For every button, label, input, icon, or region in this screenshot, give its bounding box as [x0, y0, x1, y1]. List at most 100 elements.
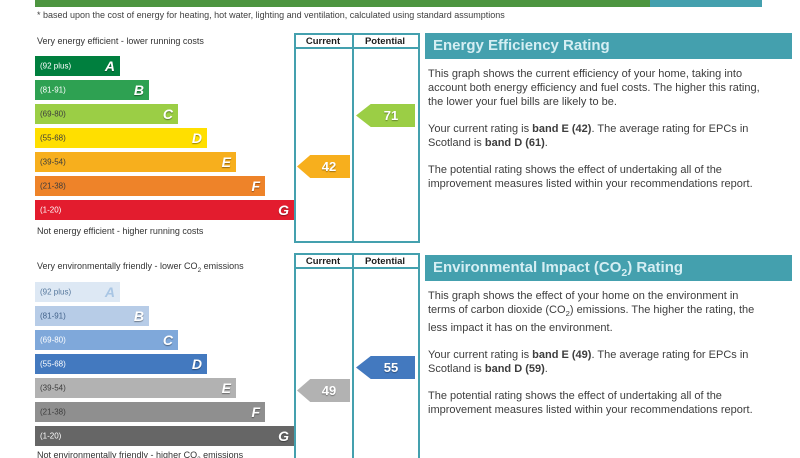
env-table-right-line	[418, 253, 420, 458]
env-band-a: (92 plus) A	[35, 282, 120, 302]
energy-p2-mid: . The average rating for EPCs in Scotlan…	[428, 123, 749, 149]
env-heading-text2: ) Rating	[627, 259, 684, 276]
energy-table-top-line	[294, 33, 420, 35]
energy-panel-heading: Energy Efficiency Rating	[425, 33, 792, 59]
env-band-g: (1-20) G	[35, 426, 294, 446]
env-band-b-range: (81-91)	[40, 311, 66, 321]
energy-bottom-note: Not energy efficient - higher running co…	[37, 226, 204, 236]
env-table-top-line	[294, 253, 420, 255]
energy-band-g-letter: G	[278, 202, 289, 218]
energy-band-b: (81-91) B	[35, 80, 149, 100]
env-bottom-note-sub: 2	[197, 456, 201, 458]
energy-efficiency-panel: Energy Efficiency Rating This graph show…	[425, 33, 792, 191]
env-panel-paragraph-3: The potential rating shows the effect of…	[428, 390, 753, 417]
energy-band-f-letter: F	[251, 178, 260, 194]
energy-table-left-line	[294, 33, 296, 243]
energy-band-g: (1-20) G	[35, 200, 294, 220]
env-band-b: (81-91) B	[35, 306, 149, 326]
energy-band-d-range: (55-68)	[40, 133, 66, 143]
env-band-e: (39-54) E	[35, 378, 236, 398]
energy-current-column-header: Current	[305, 36, 341, 47]
energy-current-band-value: band E (42)	[532, 123, 592, 135]
energy-header-underline	[294, 47, 420, 49]
disclaimer-text: * based upon the cost of energy for heat…	[37, 10, 505, 20]
energy-band-e-range: (39-54)	[40, 157, 66, 167]
env-p1-pre: This graph shows the effect of your home…	[428, 290, 739, 316]
env-band-b-letter: B	[133, 308, 144, 324]
energy-band-b-letter: B	[133, 82, 144, 98]
env-current-rating-arrow: 49	[297, 379, 350, 402]
env-table-left-line	[294, 253, 296, 458]
energy-table-mid-line	[352, 33, 354, 243]
env-top-note-sub: 2	[197, 266, 202, 274]
env-heading-sub: 2	[621, 267, 628, 279]
energy-top-note: Very energy efficient - lower running co…	[37, 36, 204, 46]
env-bottom-note: Not environmentally friendly - higher CO…	[37, 450, 243, 458]
energy-p2-pre: Your current rating is	[428, 123, 533, 135]
env-band-d-letter: D	[191, 356, 202, 372]
env-p2-mid: . The average rating for EPCs in Scotlan…	[428, 349, 749, 376]
energy-band-a-range: (92 plus)	[40, 61, 72, 71]
env-band-a-letter: A	[104, 284, 115, 300]
environmental-impact-panel: Environmental Impact (CO2) Rating This g…	[425, 255, 792, 417]
energy-panel-paragraph-1: This graph shows the current efficiency …	[428, 68, 760, 108]
energy-band-g-range: (1-20)	[40, 205, 62, 215]
env-top-note-text2: emissions	[201, 261, 244, 271]
env-bottom-note-text2: emissions	[200, 450, 244, 458]
env-current-column-header: Current	[305, 256, 341, 267]
energy-band-e: (39-54) E	[35, 152, 236, 172]
energy-band-f-range: (21-38)	[40, 181, 66, 191]
env-current-band-value: band E (49)	[532, 349, 592, 362]
env-potential-rating-arrow: 55	[356, 356, 415, 379]
energy-band-d: (55-68) D	[35, 128, 207, 148]
env-bottom-note-text: Not environmentally friendly - higher CO	[37, 450, 198, 458]
env-header-underline	[294, 267, 420, 269]
env-top-note: Very environmentally friendly - lower CO…	[37, 261, 244, 274]
env-band-f-range: (21-38)	[40, 407, 66, 417]
energy-band-d-letter: D	[191, 130, 202, 146]
env-band-f-letter: F	[251, 404, 260, 420]
energy-band-e-letter: E	[221, 154, 231, 170]
energy-panel-paragraph-3: The potential rating shows the effect of…	[428, 164, 753, 190]
env-band-d-range: (55-68)	[40, 359, 66, 369]
top-green-rule	[35, 0, 650, 7]
energy-table-bottom-line	[294, 241, 420, 243]
energy-band-c: (69-80) C	[35, 104, 178, 124]
energy-table-right-line	[418, 33, 420, 243]
env-band-c-range: (69-80)	[40, 335, 66, 345]
energy-current-rating-arrow: 42	[297, 155, 350, 178]
env-band-e-letter: E	[221, 380, 231, 396]
energy-band-c-range: (69-80)	[40, 109, 66, 119]
energy-potential-rating-arrow: 71	[356, 104, 415, 127]
energy-average-band-value: band D (61)	[484, 137, 545, 149]
env-p2-post: .	[544, 363, 548, 376]
env-top-note-text: Very environmentally friendly - lower CO	[37, 261, 198, 271]
env-average-band-value: band D (59)	[484, 363, 545, 376]
env-band-g-range: (1-20)	[40, 431, 62, 441]
env-band-c-letter: C	[162, 332, 173, 348]
env-panel-heading: Environmental Impact (CO2) Rating	[425, 255, 792, 281]
top-teal-rule	[650, 0, 762, 7]
env-panel-paragraph-2: Your current rating is band E (49). The …	[428, 348, 768, 376]
env-band-e-range: (39-54)	[40, 383, 66, 393]
env-p2-pre: Your current rating is	[428, 349, 533, 362]
energy-band-b-range: (81-91)	[40, 85, 66, 95]
env-band-d: (55-68) D	[35, 354, 207, 374]
energy-p2-post: .	[544, 137, 548, 149]
env-band-a-range: (92 plus)	[40, 287, 72, 297]
env-heading-text: Environmental Impact (CO	[433, 259, 622, 276]
energy-band-a: (92 plus) A	[35, 56, 120, 76]
energy-band-f: (21-38) F	[35, 176, 265, 196]
env-potential-column-header: Potential	[364, 256, 406, 267]
env-panel-paragraph-1: This graph shows the effect of your home…	[428, 289, 768, 335]
energy-panel-paragraph-2: Your current rating is band E (42). The …	[428, 122, 768, 150]
env-p1-sub: 2	[565, 309, 570, 319]
env-table-mid-line	[352, 253, 354, 458]
energy-band-c-letter: C	[162, 106, 173, 122]
env-band-g-letter: G	[278, 428, 289, 444]
energy-band-a-letter: A	[104, 58, 115, 74]
env-p1-post: ) emissions. The higher the rating, the …	[428, 304, 755, 335]
env-band-c: (69-80) C	[35, 330, 178, 350]
energy-potential-column-header: Potential	[364, 36, 406, 47]
